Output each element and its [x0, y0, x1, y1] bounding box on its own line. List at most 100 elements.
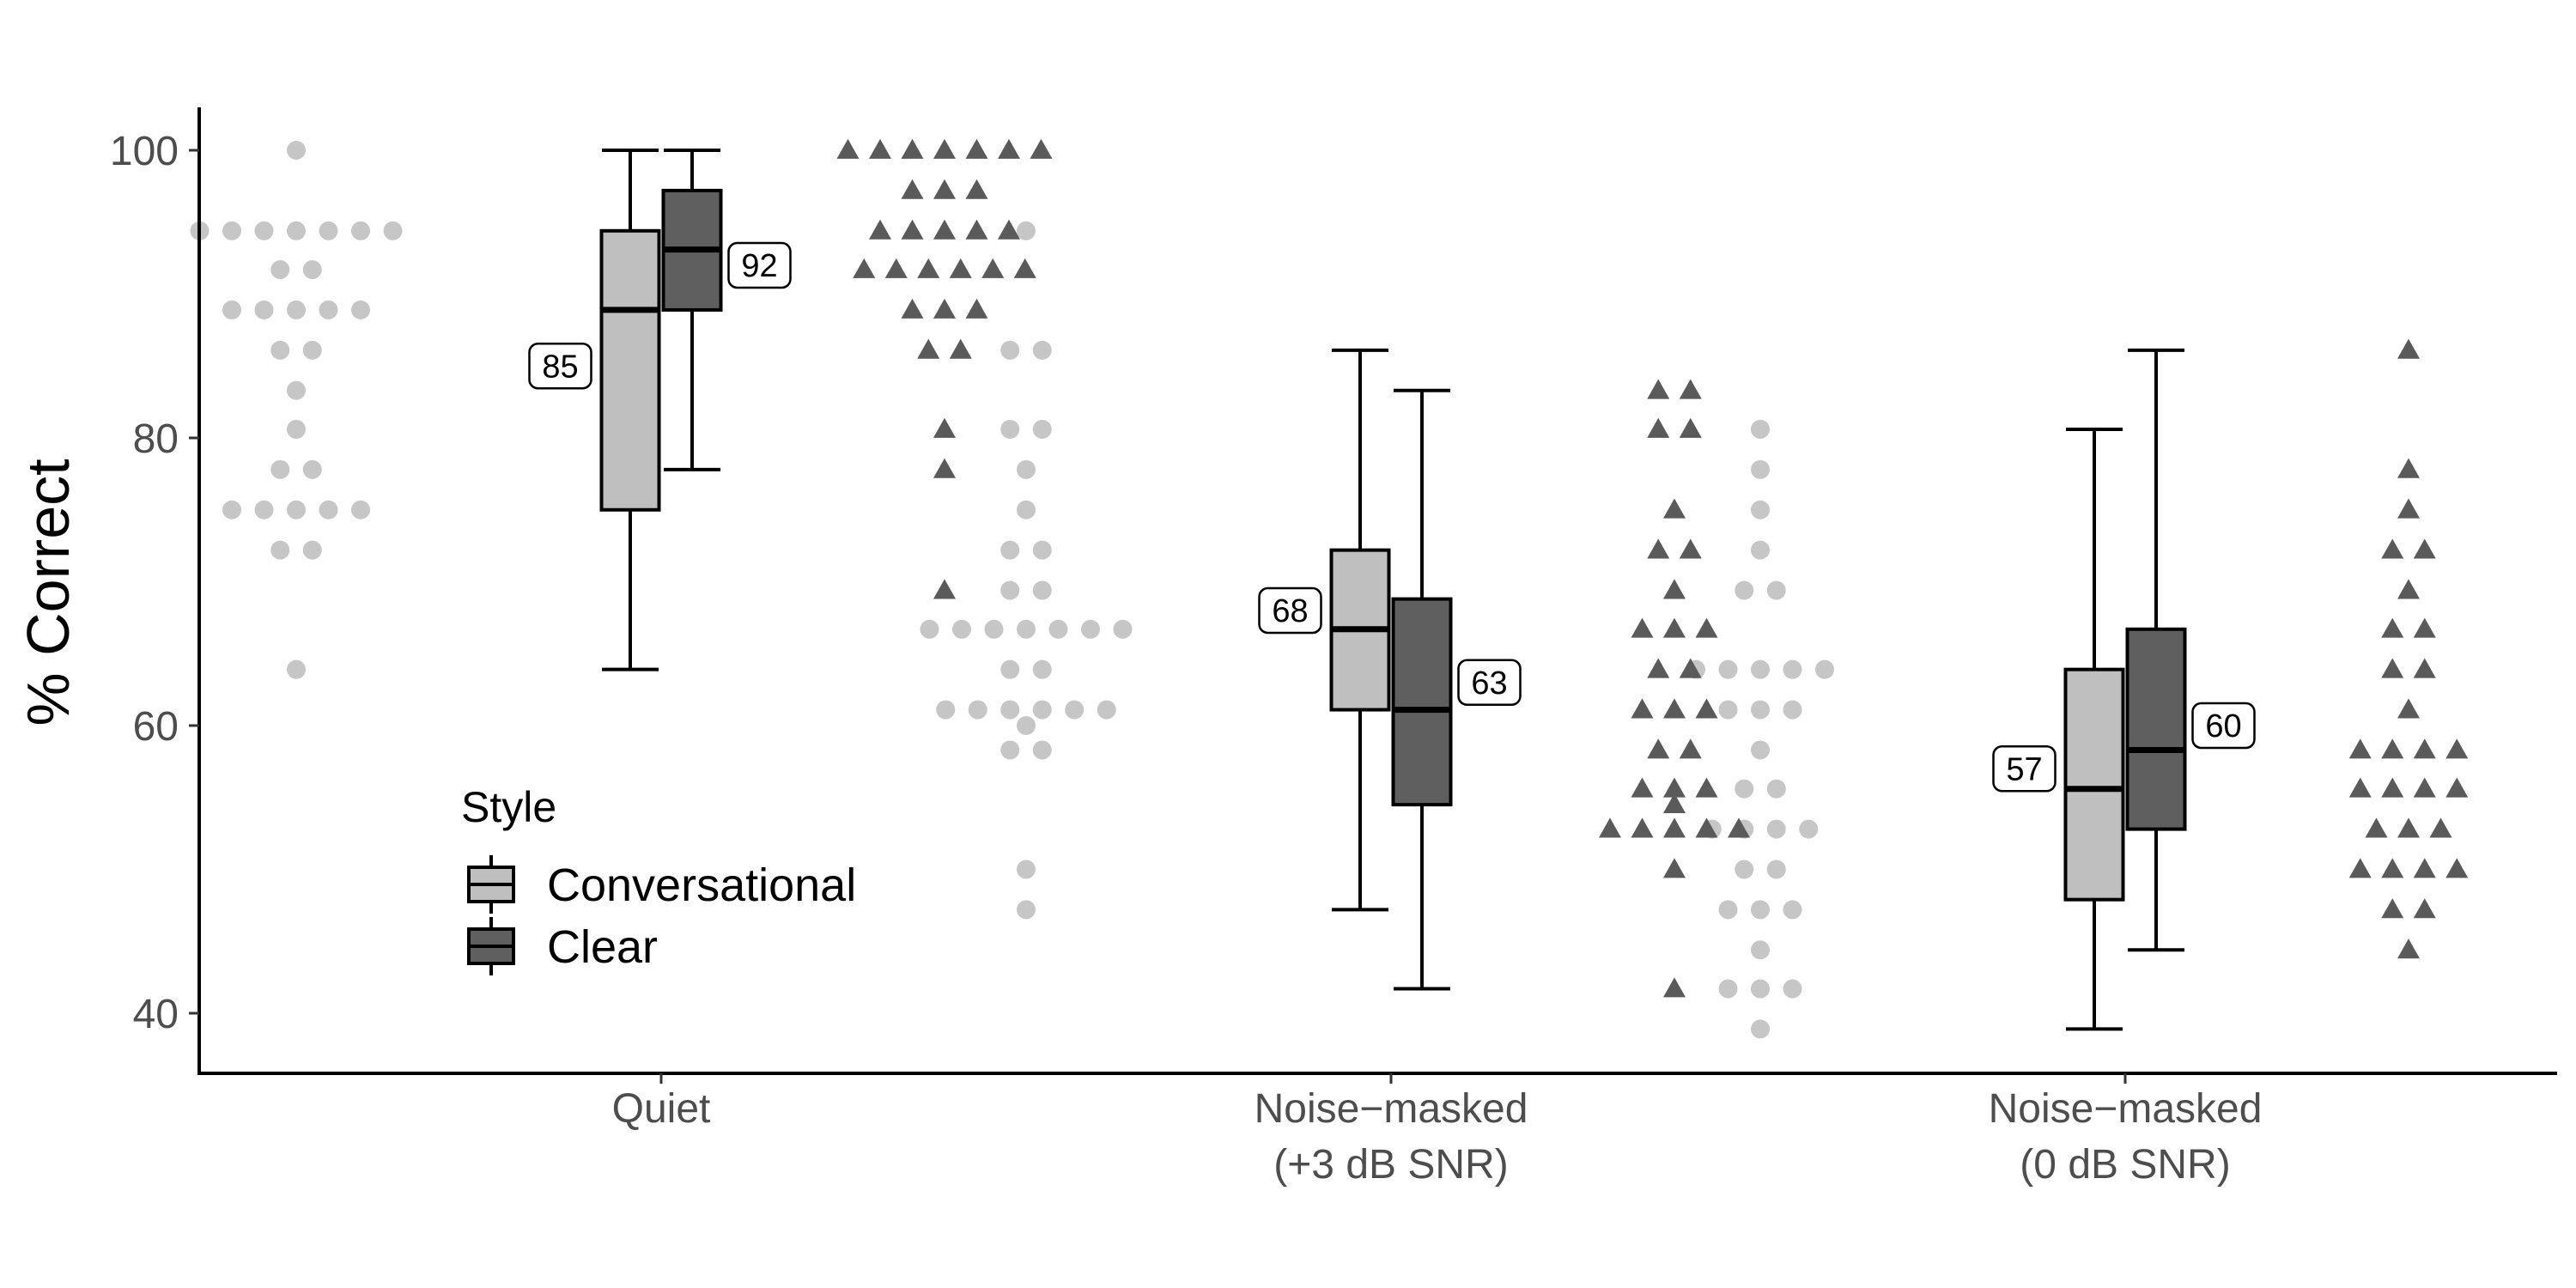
conversational-point [936, 700, 956, 720]
boxplots-layer [599, 149, 2187, 1031]
mean-label-background [1992, 745, 2057, 793]
clear-point [2413, 898, 2436, 919]
conversational-point [254, 300, 274, 319]
clear-point [2348, 858, 2372, 878]
clear-point [1728, 817, 1750, 838]
clear-point [998, 219, 1020, 240]
y-tick-label: 40 [133, 992, 179, 1037]
clear-point [901, 298, 924, 319]
conversational-box [599, 149, 661, 671]
clear-point [2381, 898, 2404, 919]
clear-point [965, 138, 988, 159]
clear-point [1663, 498, 1686, 519]
conversational-iqr-box [599, 228, 661, 512]
conversational-point [1751, 659, 1770, 679]
conversational-point [1000, 580, 1020, 600]
clear-point [2397, 498, 2420, 519]
mean-label-background [528, 343, 592, 390]
conversational-point [1766, 819, 1786, 839]
conversational-point [952, 619, 971, 639]
clear-point [1647, 417, 1670, 438]
conversational-point [1751, 459, 1770, 479]
conversational-point [302, 459, 322, 479]
legend-label-conversational: Conversational [547, 860, 856, 911]
clear-point [2381, 738, 2404, 759]
clear-point [901, 179, 924, 199]
clear-point [1663, 777, 1686, 798]
clear-point [2381, 538, 2404, 559]
conversational-point [287, 300, 306, 319]
clear-point [1663, 579, 1686, 599]
conversational-point [1000, 700, 1020, 720]
conversational-point [254, 221, 274, 240]
conversational-point [1032, 580, 1052, 600]
conversational-point [1815, 659, 1834, 679]
clear-box [661, 149, 723, 471]
clear-point [2397, 338, 2420, 359]
conversational-point [1735, 580, 1754, 600]
clear-point [2348, 738, 2372, 759]
clear-point [1631, 698, 1654, 719]
conversational-point [383, 221, 403, 240]
clear-point [2445, 777, 2469, 798]
clear-point [2413, 617, 2436, 638]
x-tick-label: Noise−masked [1989, 1086, 2263, 1132]
clear-point [1663, 698, 1686, 719]
clear-point [1679, 738, 1702, 759]
clear-point [1030, 138, 1053, 159]
clear-point [2397, 698, 2420, 719]
conversational-point [1000, 740, 1020, 760]
clear-point [869, 138, 891, 159]
clear-iqr-box [2125, 627, 2187, 831]
conversational-point [319, 300, 338, 319]
clear-point [933, 458, 956, 478]
conversational-point [1718, 659, 1738, 679]
conversational-mean-label: 85 [528, 343, 592, 390]
clear-point [1663, 793, 1686, 814]
conversational-point [287, 221, 306, 240]
mean-label-text: 63 [1471, 665, 1507, 702]
conversational-mean-label: 68 [1258, 586, 1322, 635]
conversational-iqr-box [2063, 667, 2125, 902]
conversational-point [1000, 340, 1020, 360]
clear-point [965, 298, 988, 319]
conversational-point [287, 659, 306, 679]
legend: Style Conversational Clear [461, 783, 856, 975]
conversational-point [1751, 1019, 1770, 1039]
conversational-point [351, 300, 370, 319]
conversational-point [1048, 619, 1068, 639]
conversational-point [1032, 700, 1052, 720]
clear-point [998, 138, 1020, 159]
conversational-point [1766, 860, 1786, 879]
clear-point [949, 338, 972, 359]
conversational-point [351, 500, 370, 519]
clear-point [917, 258, 940, 278]
conversational-point [1751, 979, 1770, 999]
clear-point [2429, 817, 2452, 838]
conversational-point [984, 619, 1004, 639]
conversational-point [1751, 500, 1770, 519]
clear-point [933, 179, 956, 199]
clear-point [869, 219, 891, 240]
conversational-box [1329, 348, 1391, 912]
clear-point [2413, 658, 2436, 678]
conversational-point [1113, 619, 1133, 639]
mean-label-text: 68 [1272, 593, 1308, 629]
clear-point [2348, 777, 2372, 798]
axes [197, 107, 2557, 1075]
clear-point [884, 258, 908, 278]
conversational-point [319, 221, 338, 240]
conversational-point [351, 221, 370, 240]
clear-point [2381, 617, 2404, 638]
clear-point [1695, 817, 1718, 838]
conversational-point [1735, 779, 1754, 799]
conversational-point [1751, 700, 1770, 720]
conversational-point [1017, 221, 1036, 240]
conversational-point [302, 340, 322, 360]
clear-point [965, 179, 988, 199]
conversational-point [302, 540, 322, 560]
conversational-point [920, 619, 939, 639]
clear-point [1631, 777, 1654, 798]
clear-point [1695, 617, 1718, 638]
